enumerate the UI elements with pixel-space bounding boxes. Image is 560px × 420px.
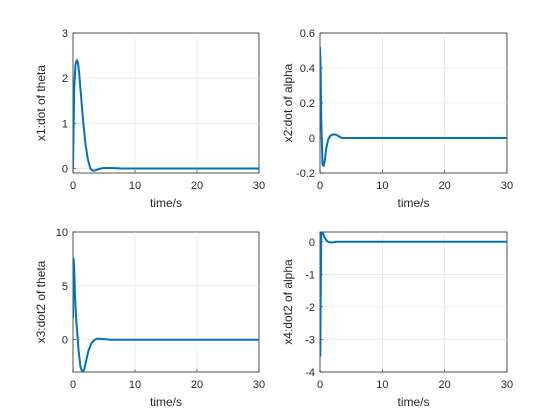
x-tick-label: 20 — [191, 180, 203, 192]
y-tick-label: 0 — [62, 335, 68, 347]
x-tick-label: 10 — [376, 379, 388, 391]
y-tick-label: 2 — [62, 73, 68, 85]
y-tick-label: 5 — [62, 281, 68, 293]
x-tick-label: 0 — [317, 379, 323, 391]
y-axis-label: x1:dot of theta — [34, 65, 48, 141]
plot-area — [72, 231, 260, 373]
y-tick-label: -0.2 — [296, 168, 315, 180]
y-tick-label: -1 — [305, 269, 315, 281]
plot-area — [72, 32, 260, 174]
subplot-1: 0 10 20 30 0 1 2 3 time/s x1:dot of theta — [34, 28, 265, 210]
x-tick-label: 30 — [501, 180, 513, 192]
series-line-1 — [320, 46, 507, 167]
x-axis-label: time/s — [150, 395, 182, 409]
x-tick-label: 10 — [129, 379, 141, 391]
x-tick-label: 30 — [253, 379, 265, 391]
plot-area — [319, 231, 508, 373]
y-axis-label: x2:dot of alpha — [281, 63, 295, 142]
series-line-1 — [73, 257, 259, 372]
x-axis-label: time/s — [150, 196, 182, 210]
y-tick-label: 0 — [309, 133, 315, 145]
subplot-3: 0 10 20 30 0 5 10 time/s x3:dot2 of theta — [34, 227, 265, 409]
series-line-1 — [320, 232, 507, 357]
y-tick-label: -3 — [305, 334, 315, 346]
x-tick-label: 20 — [191, 379, 203, 391]
y-tick-label: -2 — [305, 302, 315, 314]
y-tick-label: 0.2 — [300, 98, 315, 110]
y-tick-label: 0.6 — [300, 28, 315, 40]
y-tick-label: 0.4 — [300, 63, 315, 75]
x-axis-label: time/s — [397, 395, 429, 409]
x-axis-label: time/s — [397, 196, 429, 210]
x-tick-label: 30 — [501, 379, 513, 391]
x-tick-label: 0 — [317, 180, 323, 192]
y-tick-label: -4 — [305, 367, 315, 379]
y-tick-label: 0 — [309, 237, 315, 249]
x-tick-label: 10 — [129, 180, 141, 192]
subplot-4: 0 10 20 30 -4 -3 -2 -1 0 time/s x4:dot2 of alpha — [281, 231, 513, 409]
y-axis-label: x3:dot2 of theta — [34, 260, 48, 343]
x-tick-label: 10 — [376, 180, 388, 192]
x-tick-label: 30 — [253, 180, 265, 192]
series-line-1 — [73, 59, 259, 172]
y-tick-label: 3 — [62, 28, 68, 40]
x-tick-label: 0 — [70, 379, 76, 391]
x-tick-label: 0 — [70, 180, 76, 192]
x-tick-label: 20 — [439, 379, 451, 391]
y-axis-label: x4:dot2 of alpha — [281, 259, 295, 345]
x-tick-label: 20 — [439, 180, 451, 192]
y-tick-label: 1 — [62, 118, 68, 130]
y-tick-label: 0 — [62, 163, 68, 175]
y-tick-label: 10 — [56, 227, 68, 239]
